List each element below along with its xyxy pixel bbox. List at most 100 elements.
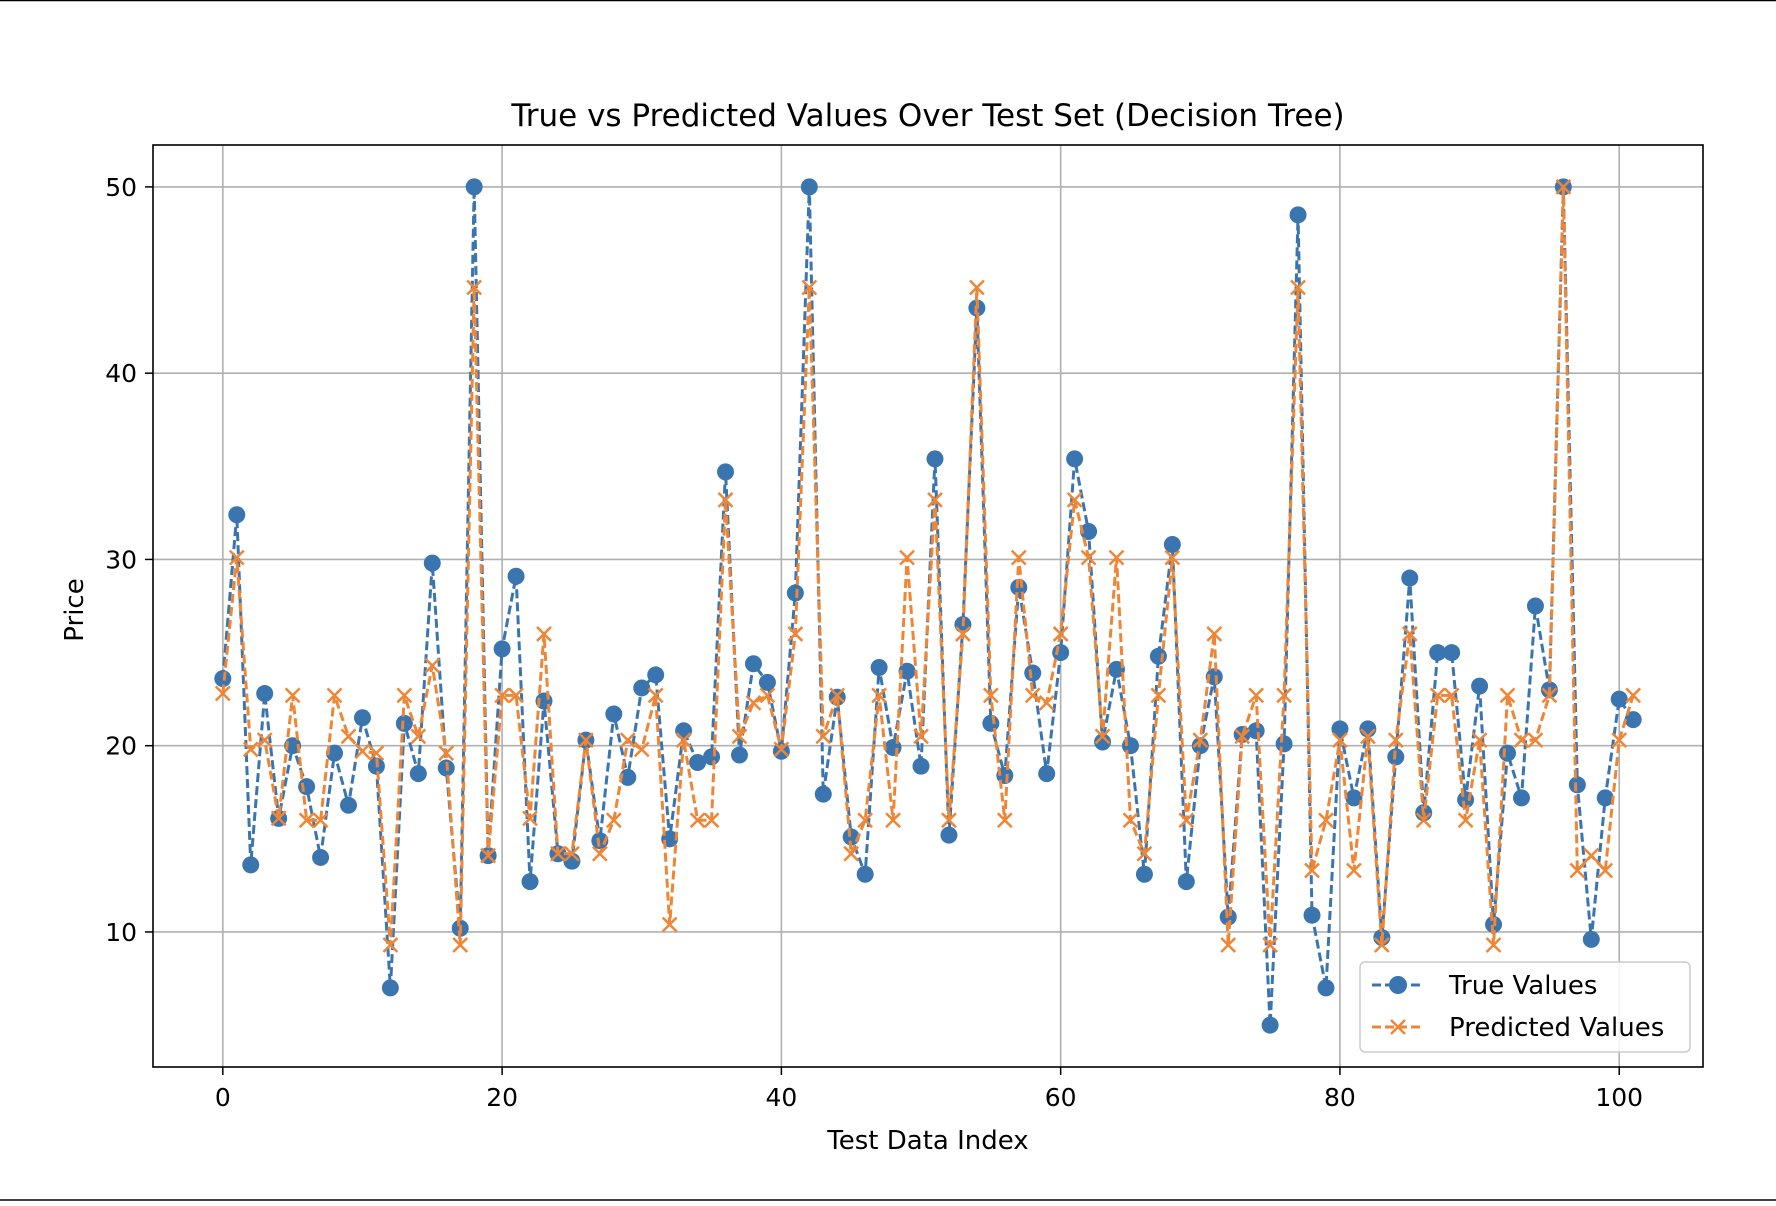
true-value-point (326, 744, 344, 762)
true-value-point (1177, 873, 1195, 891)
predicted-value-point (242, 741, 259, 758)
predicted-value-point (1248, 687, 1265, 704)
true-value-point (465, 178, 483, 196)
true-value-point (228, 506, 246, 524)
predicted-value-point (340, 728, 357, 745)
true-value-point (982, 714, 1000, 732)
predicted-value-point (480, 847, 497, 864)
predicted-value-point (494, 687, 510, 704)
series-predicted-values (214, 179, 1642, 953)
predicted-value-point (1387, 732, 1404, 748)
predicted-value-point (913, 728, 929, 745)
true-value-point (912, 757, 930, 775)
true-value-point (1443, 644, 1461, 662)
predicted-value-point (801, 279, 818, 296)
true-value-point (1261, 1016, 1279, 1034)
legend-box (1359, 961, 1691, 1053)
predicted-value-point (759, 687, 776, 704)
predicted-value-point (703, 812, 720, 829)
true-value-point (395, 714, 413, 732)
true-value-point (1401, 569, 1419, 587)
predicted-value-point (256, 732, 273, 748)
true-value-point (689, 753, 707, 771)
predicted-value-point (1429, 687, 1446, 704)
predicted-value-point (1234, 728, 1251, 745)
true-value-point (493, 640, 511, 658)
x-tick-label: 100 (1595, 1083, 1643, 1112)
true-value-point (1624, 711, 1642, 729)
predicted-value-point (1206, 626, 1223, 642)
true-value-point (521, 873, 539, 891)
true-value-point (1331, 720, 1349, 738)
true-value-point (256, 685, 274, 703)
predicted-value-point (1583, 847, 1600, 864)
predicted-value-point (1024, 687, 1041, 704)
true-value-point (214, 670, 232, 688)
predicted-value-point (354, 743, 371, 760)
true-value-point (717, 463, 735, 481)
predicted-value-point (1220, 937, 1237, 953)
predicted-value-point (1332, 732, 1348, 748)
grid (153, 145, 1703, 1067)
true-value-point (730, 746, 748, 764)
predicted-value-point (1164, 549, 1181, 566)
predicted-value-point (1192, 732, 1209, 748)
predicted-value-point (955, 626, 971, 642)
true-value-point (926, 450, 944, 468)
y-axis-label: Price (60, 578, 90, 641)
true-value-point (1205, 668, 1223, 686)
predicted-value-point (591, 845, 608, 862)
predicted-value-point (508, 687, 524, 704)
true-value-point (1317, 979, 1335, 997)
axis-ticks: 0 20 40 60 80 100 10 20 30 40 50 (105, 173, 1643, 1112)
predicted-value-point (1038, 694, 1055, 711)
predicted-value-point (1094, 728, 1111, 745)
predicted-value-point (1597, 862, 1614, 879)
true-value-point (1038, 765, 1056, 783)
true-value-point (1303, 906, 1321, 924)
predicted-value-point (368, 745, 385, 762)
true-value-point (339, 796, 357, 814)
predicted-value-point (1359, 728, 1376, 745)
predicted-value-point (899, 549, 915, 566)
predicted-value-point (1318, 812, 1334, 829)
predicted-value-point (1625, 687, 1642, 704)
series-group (214, 178, 1642, 1034)
y-tick-label: 10 (105, 918, 137, 947)
predicted-value-point (1527, 732, 1544, 748)
legend: True Values Predicted Values (1359, 961, 1691, 1053)
true-value-point (312, 848, 330, 866)
true-value-point (772, 742, 790, 760)
predicted-value-point (857, 812, 874, 829)
predicted-value-point (1304, 862, 1320, 879)
predicted-value-point (927, 491, 943, 508)
predicted-value-point (438, 745, 455, 762)
predicted-value-point (787, 626, 804, 642)
true-value-point (1080, 522, 1098, 540)
true-value-point (633, 679, 651, 697)
true-value-point (1582, 930, 1600, 948)
predicted-value-point (885, 812, 901, 829)
predicted-value-point (633, 741, 650, 758)
true-value-point (744, 655, 762, 673)
true-value-point (619, 768, 637, 786)
predicted-value-point (326, 687, 343, 704)
predicted-value-point (550, 845, 566, 862)
predicted-value-point (619, 732, 636, 748)
predicted-value-point (1066, 491, 1083, 508)
true-value-point (675, 722, 693, 740)
true-value-point (1289, 206, 1307, 224)
true-value-point (940, 826, 958, 844)
predicted-value-point (1569, 862, 1586, 879)
predicted-value-point (270, 810, 287, 827)
predicted-value-point (996, 812, 1013, 829)
true-value-point (381, 979, 399, 997)
true-value-point (353, 709, 371, 727)
true-value-point (1094, 733, 1112, 751)
plot-frame (152, 144, 1704, 1068)
predicted-value-point (382, 937, 399, 953)
true-value-point (507, 567, 525, 585)
predicted-value-point (717, 491, 734, 508)
